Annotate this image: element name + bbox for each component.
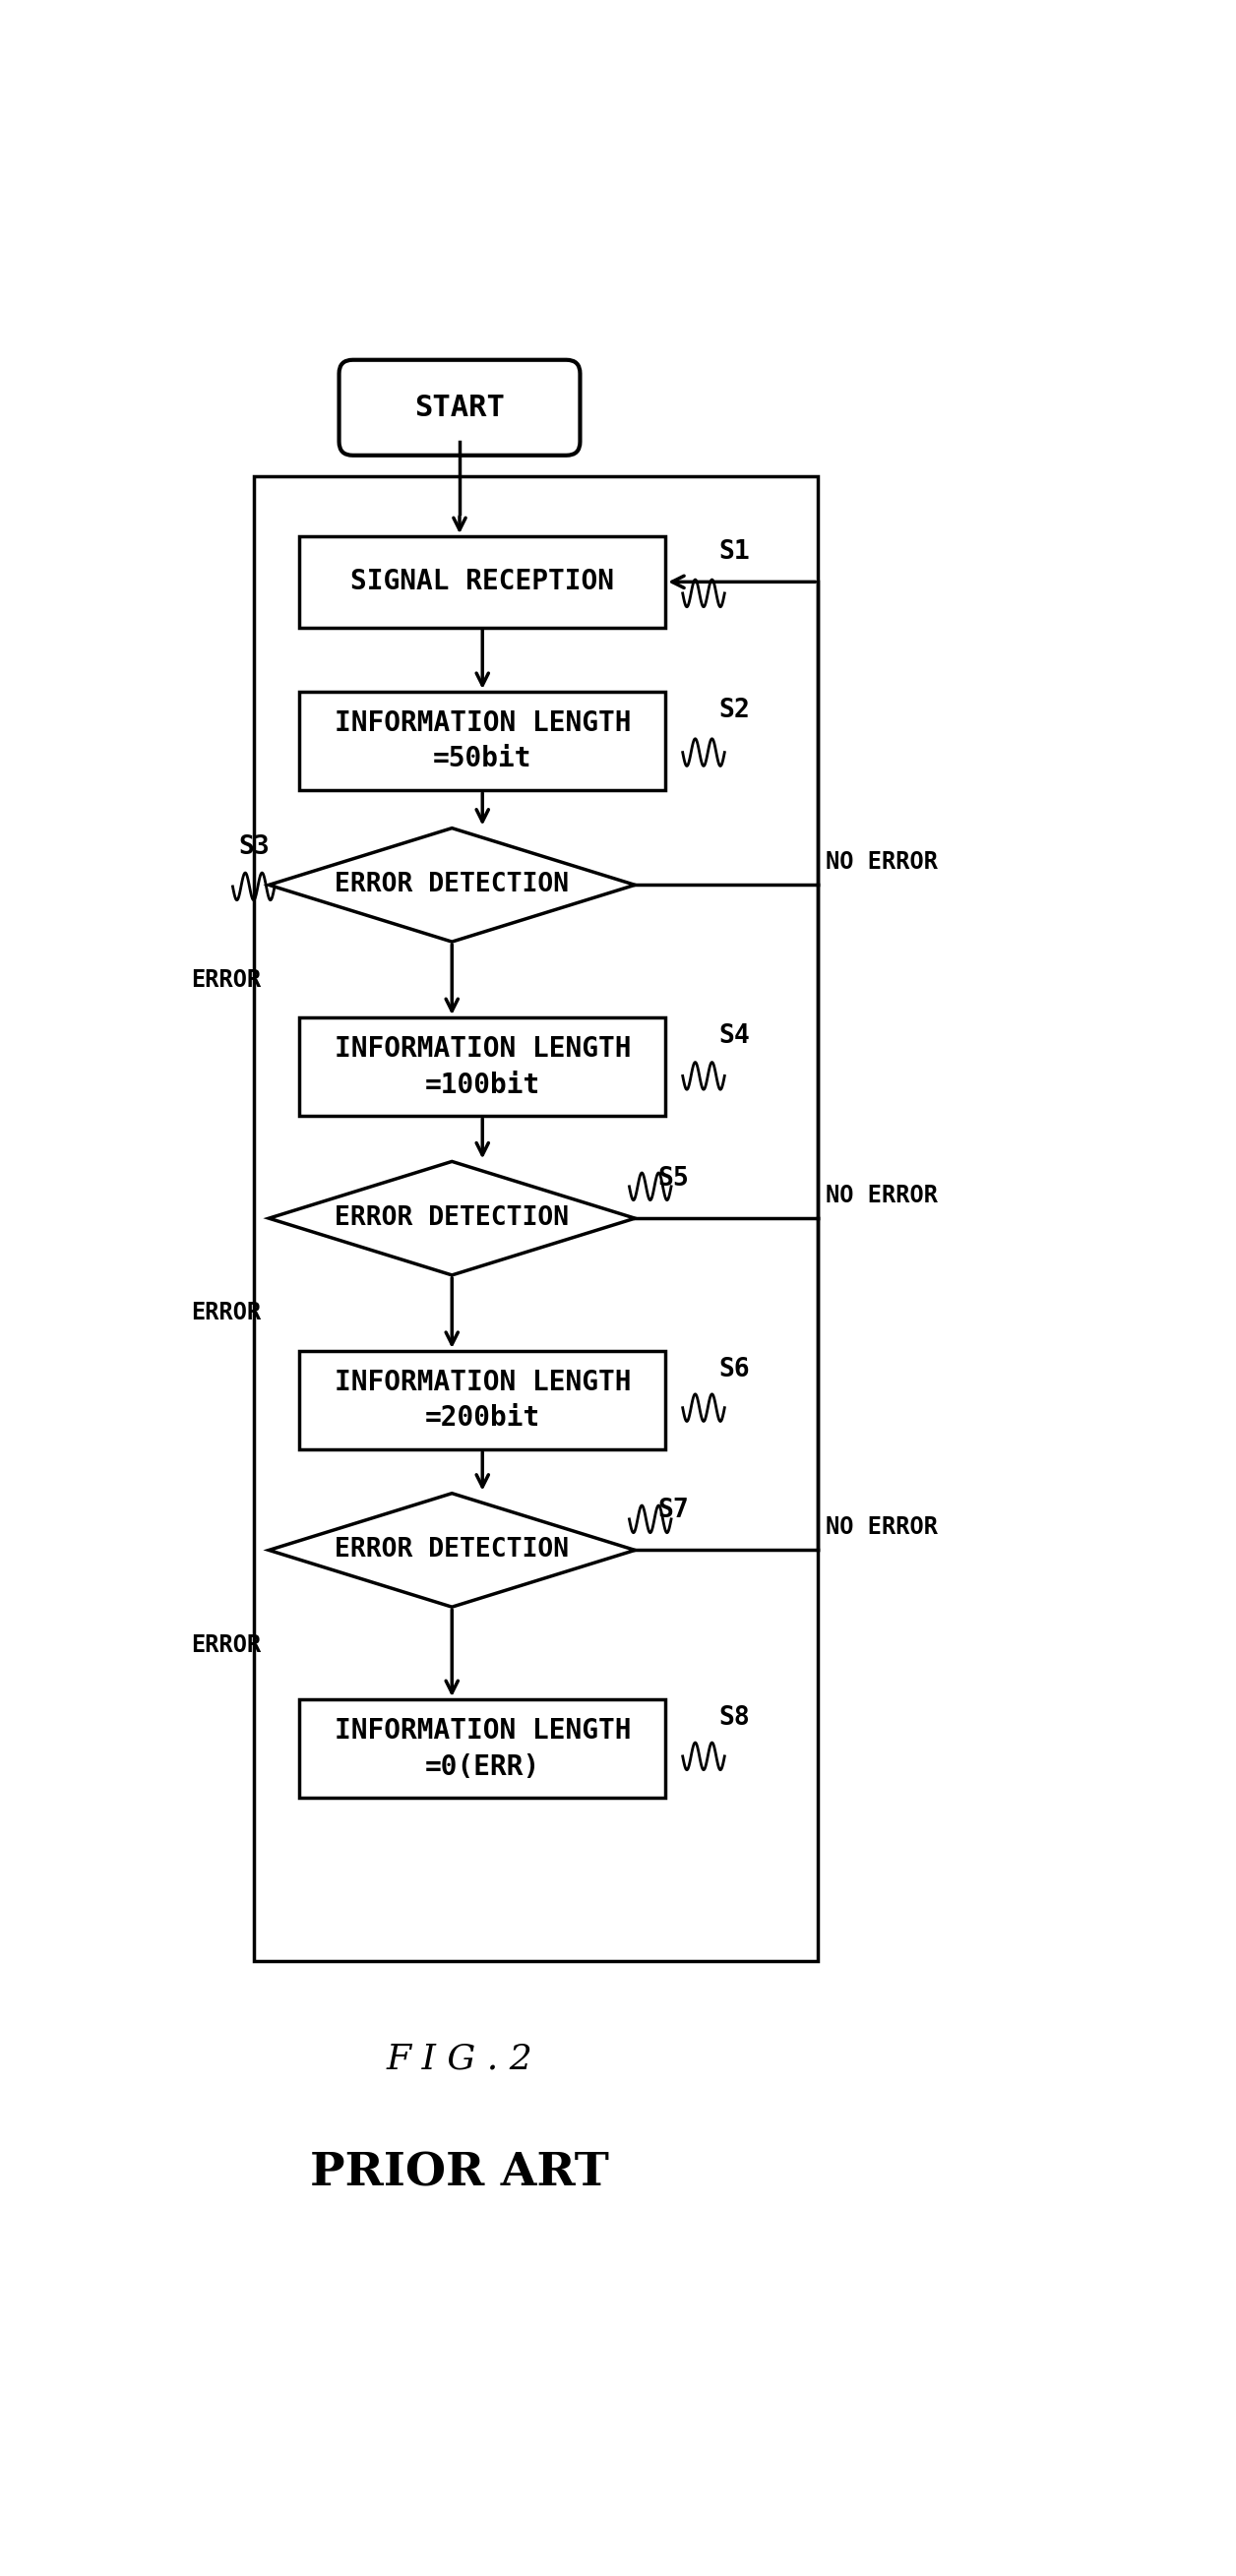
Text: NO ERROR: NO ERROR: [826, 1185, 938, 1208]
Text: F I G . 2: F I G . 2: [387, 2043, 533, 2076]
Text: S4: S4: [719, 1023, 750, 1048]
Text: INFORMATION LENGTH
=0(ERR): INFORMATION LENGTH =0(ERR): [334, 1716, 630, 1780]
Bar: [253, 477, 818, 1960]
Text: S8: S8: [719, 1705, 750, 1731]
FancyBboxPatch shape: [339, 361, 580, 456]
Text: S1: S1: [719, 538, 750, 564]
Bar: [299, 1018, 665, 1115]
Bar: [299, 1700, 665, 1798]
Bar: [299, 1350, 665, 1450]
Text: ERROR DETECTION: ERROR DETECTION: [335, 1538, 569, 1564]
Text: NO ERROR: NO ERROR: [826, 1515, 938, 1540]
Text: ERROR DETECTION: ERROR DETECTION: [335, 1206, 569, 1231]
Text: ERROR DETECTION: ERROR DETECTION: [335, 873, 569, 896]
Text: PRIOR ART: PRIOR ART: [310, 2151, 609, 2195]
Text: START: START: [414, 394, 504, 422]
Text: S3: S3: [239, 835, 269, 860]
Text: ERROR: ERROR: [192, 1633, 261, 1656]
Text: S7: S7: [658, 1497, 690, 1522]
Polygon shape: [269, 1162, 635, 1275]
Text: S6: S6: [719, 1358, 750, 1383]
Text: ERROR: ERROR: [192, 1301, 261, 1324]
Bar: [299, 536, 665, 629]
Text: S2: S2: [719, 698, 750, 724]
Polygon shape: [269, 827, 635, 943]
Text: NO ERROR: NO ERROR: [826, 850, 938, 873]
Text: INFORMATION LENGTH
=200bit: INFORMATION LENGTH =200bit: [334, 1368, 630, 1432]
Text: INFORMATION LENGTH
=50bit: INFORMATION LENGTH =50bit: [334, 708, 630, 773]
Text: INFORMATION LENGTH
=100bit: INFORMATION LENGTH =100bit: [334, 1036, 630, 1097]
Polygon shape: [269, 1494, 635, 1607]
Text: S5: S5: [658, 1167, 690, 1193]
Text: ERROR: ERROR: [192, 969, 261, 992]
Text: SIGNAL RECEPTION: SIGNAL RECEPTION: [351, 569, 614, 595]
Bar: [299, 693, 665, 791]
